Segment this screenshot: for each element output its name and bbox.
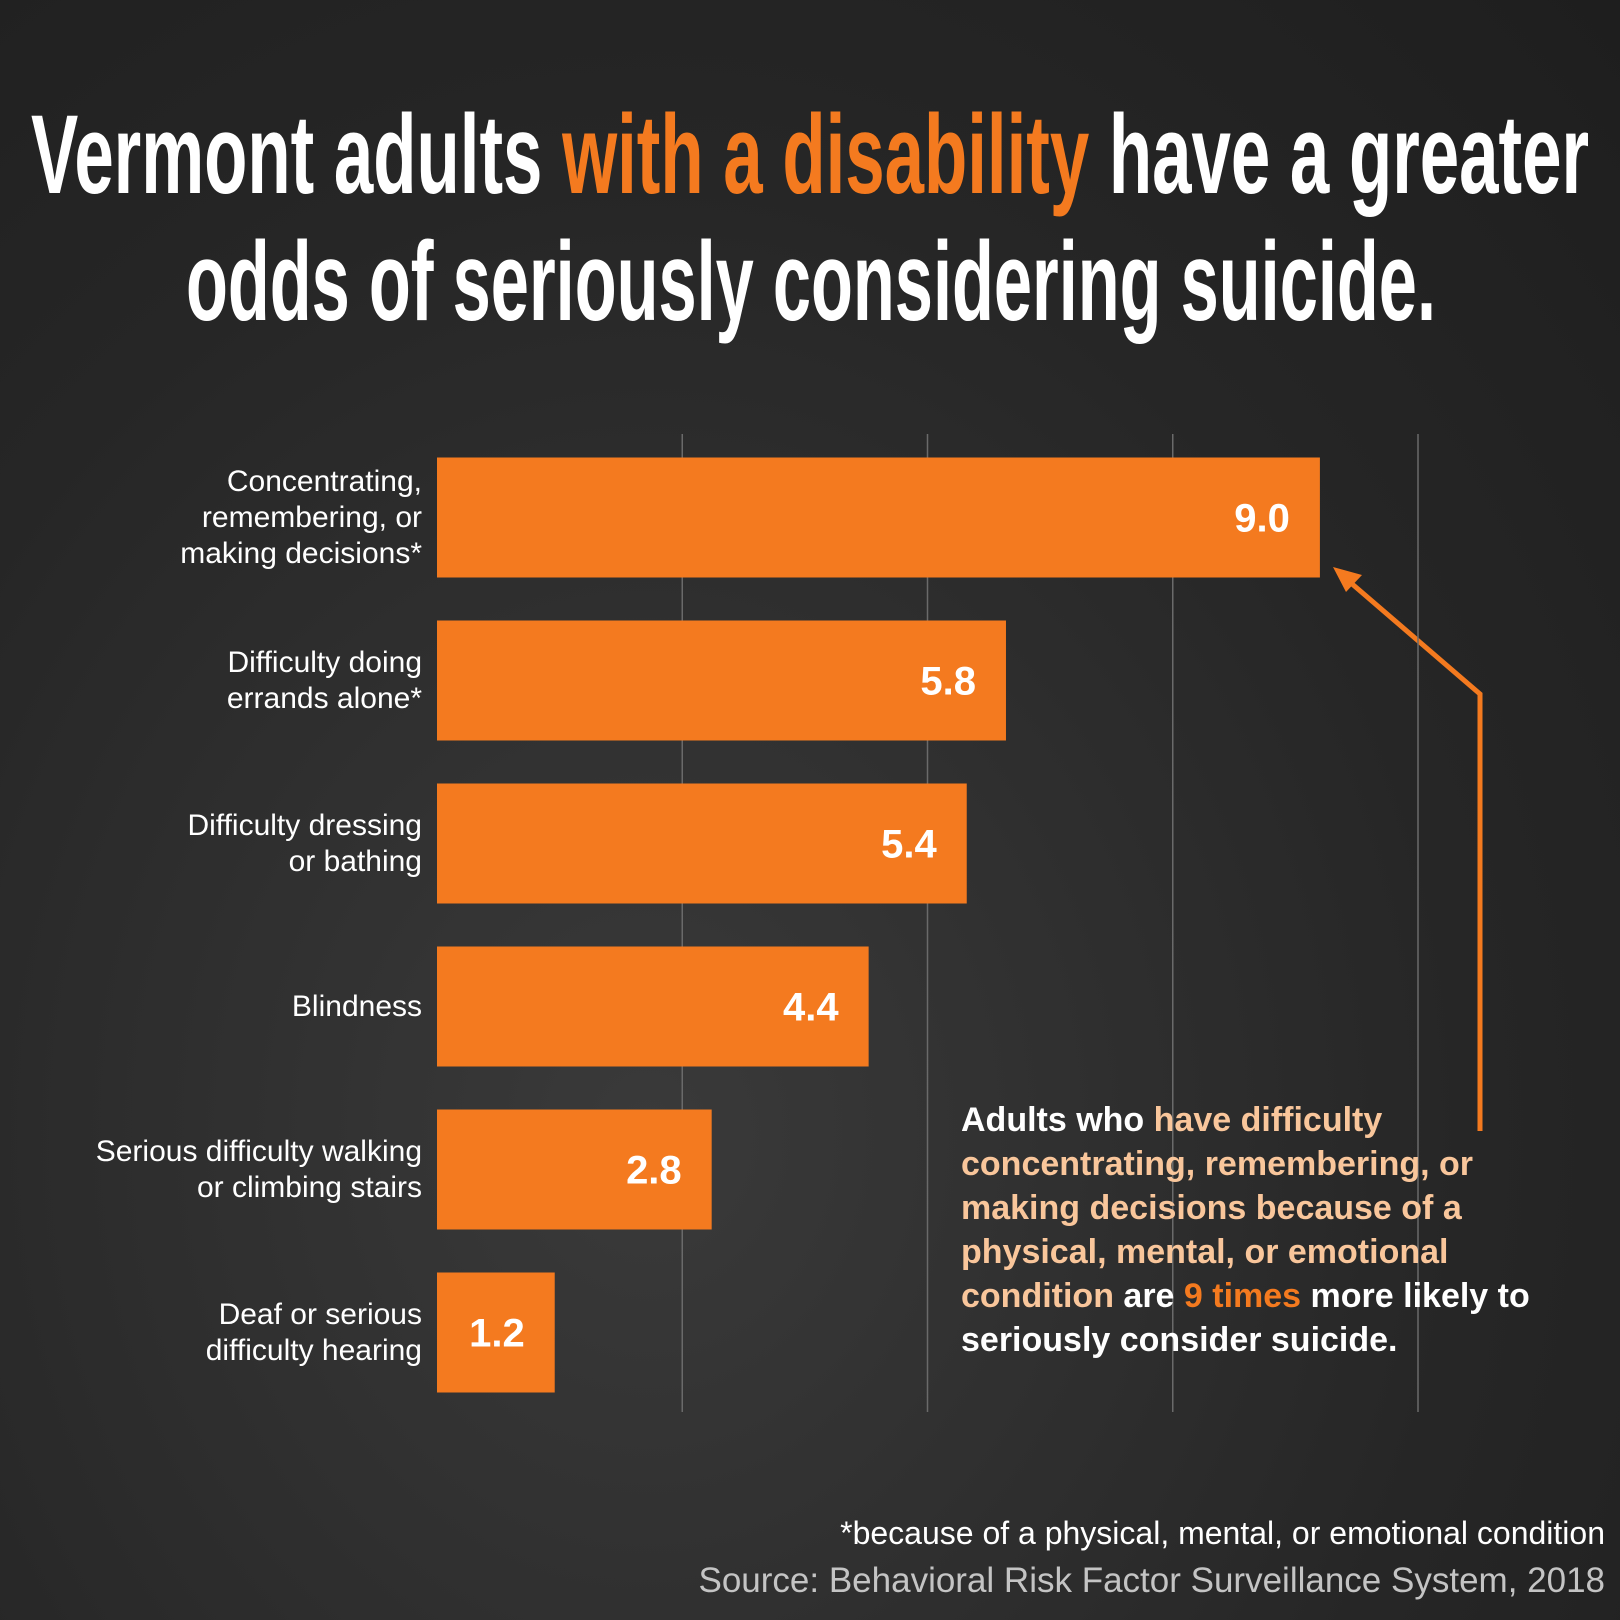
category-label: Concentrating, remembering, or making de…: [180, 464, 422, 570]
source: Source: Behavioral Risk Factor Surveilla…: [698, 1561, 1605, 1600]
bar: [437, 783, 967, 904]
bar: [437, 946, 869, 1067]
value-label: 5.8: [920, 660, 976, 704]
annotation-part: more likely to seriously consider suicid…: [961, 1277, 1530, 1359]
category-label: Serious difficulty walking or climbing s…: [95, 1134, 422, 1204]
value-label: 9.0: [1234, 497, 1290, 541]
footnote: *because of a physical, mental, or emoti…: [840, 1515, 1605, 1551]
title-line: Vermont adults with a disability have a …: [31, 92, 1589, 217]
title-part: have a greater: [1089, 92, 1589, 217]
bar: [437, 457, 1320, 578]
annotation-part: 9 times: [1183, 1277, 1302, 1315]
category-label: Blindness: [291, 989, 422, 1023]
value-label: 4.4: [783, 986, 839, 1030]
category-label: Deaf or serious difficulty hearing: [205, 1297, 422, 1367]
bar: [437, 1272, 555, 1393]
title-part: Vermont adults: [31, 92, 562, 217]
arrow-head: [1333, 567, 1362, 592]
title-part: odds of seriously considering suicide.: [186, 219, 1436, 344]
category-label: Difficulty dressing or bathing: [187, 808, 422, 878]
title-line: odds of seriously considering suicide.: [186, 219, 1436, 344]
annotation: Adults who have difficulty concentrating…: [961, 1098, 1581, 1362]
bar: [437, 620, 1006, 741]
value-label: 1.2: [469, 1312, 525, 1356]
value-label: 5.4: [881, 823, 937, 867]
value-label: 2.8: [626, 1149, 682, 1193]
annotation-part: are: [1113, 1277, 1184, 1315]
category-label: Difficulty doing errands alone*: [226, 645, 422, 715]
bar: [437, 1109, 712, 1230]
arrow: [1342, 575, 1483, 1131]
title-part: with a disability: [561, 92, 1089, 217]
annotation-part: have difficulty concentrating, rememberi…: [961, 1101, 1473, 1315]
annotation-part: Adults who: [961, 1101, 1154, 1139]
